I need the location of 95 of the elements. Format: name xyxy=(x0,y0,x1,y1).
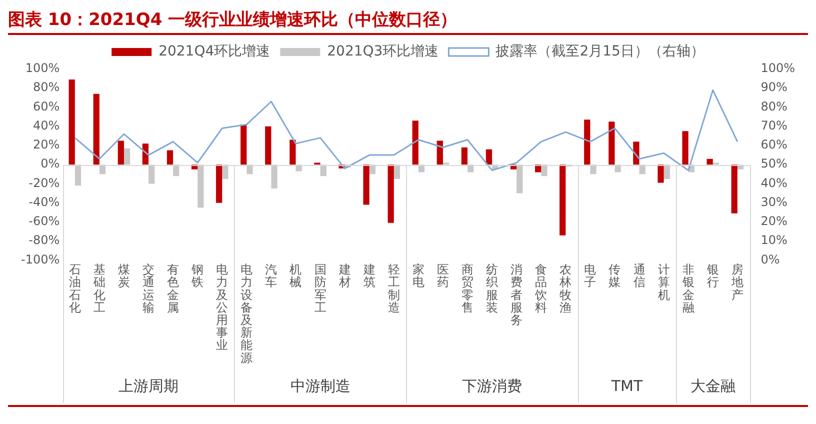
y-tick-label: -60% xyxy=(28,214,60,228)
x-tick-label: 机械 xyxy=(290,262,302,290)
y2-tick-label: 0% xyxy=(760,252,780,266)
bar xyxy=(320,164,326,176)
bar xyxy=(394,164,400,179)
x-tick-label: 交通运输 xyxy=(142,262,155,314)
y2-tick-label: 60% xyxy=(760,138,788,152)
x-tick-label: 建材 xyxy=(338,262,351,290)
bar xyxy=(93,94,100,165)
x-tick-label: 建筑 xyxy=(362,262,376,290)
x-tick-label: 汽车 xyxy=(265,262,278,290)
y2-tick-label: 100% xyxy=(760,61,796,76)
bar xyxy=(68,80,75,165)
x-tick-label: 钢铁 xyxy=(190,262,204,290)
y-tick-label: -80% xyxy=(28,233,60,248)
bar xyxy=(436,140,443,165)
y-tick-label: 100% xyxy=(25,61,60,76)
legend-label: 2021Q3环比增速 xyxy=(327,44,439,60)
bar xyxy=(541,164,548,176)
x-tick-label: 家电 xyxy=(412,262,424,290)
y-tick-label: 0% xyxy=(40,156,60,171)
bar xyxy=(608,122,615,165)
bar xyxy=(198,164,204,208)
bar xyxy=(246,164,253,174)
x-tick-label: 商贸零售 xyxy=(462,262,474,314)
x-tick-label: 纺织服装 xyxy=(486,262,498,314)
x-tick-label: 传媒 xyxy=(608,262,621,290)
bar xyxy=(271,164,278,188)
y-tick-label: -40% xyxy=(28,194,60,209)
y2-tick-label: 80% xyxy=(760,99,788,114)
x-tick-label: 基础化工 xyxy=(92,262,106,314)
bar xyxy=(658,164,664,183)
bar xyxy=(461,147,468,165)
y2-tick-label: 30% xyxy=(760,194,788,209)
bar xyxy=(265,126,272,165)
x-tick-label: 农林牧渔 xyxy=(558,262,572,314)
bar xyxy=(706,158,713,165)
bar xyxy=(290,140,296,165)
y2-tick-label: 50% xyxy=(760,156,788,171)
bar xyxy=(731,164,738,214)
y2-tick-label: 40% xyxy=(760,176,788,190)
x-tick-label: 非银金融 xyxy=(681,262,694,314)
bar xyxy=(222,164,228,179)
y-tick-label: 80% xyxy=(32,80,60,94)
x-tick-label: 轻工制造 xyxy=(388,262,400,314)
bar xyxy=(590,164,596,174)
x-tick-label: 电力设备及新能源 xyxy=(240,262,253,365)
x-tick-label: 电子 xyxy=(584,262,596,290)
bar xyxy=(412,120,418,165)
bar xyxy=(664,164,670,179)
x-tick-label: 电力及公用事业 xyxy=(216,262,228,352)
legend-label: 披露率（截至2月15日）（右轴） xyxy=(496,44,704,60)
y2-tick-label: 70% xyxy=(760,118,788,132)
bar xyxy=(216,164,222,203)
text: 上游周期 xyxy=(118,376,179,395)
y-tick-label: 20% xyxy=(32,138,60,152)
bar xyxy=(363,164,370,205)
bar xyxy=(166,150,174,165)
bar xyxy=(124,148,130,165)
text: 中游制造 xyxy=(290,376,350,395)
chart-title: 图表 10：2021Q4 一级行业业绩增速环比（中位数口径） xyxy=(8,8,808,35)
y2-tick-label: 10% xyxy=(760,233,788,248)
y2-tick-label: 20% xyxy=(760,214,788,228)
x-tick-label: 石油石化 xyxy=(68,262,81,314)
bar xyxy=(173,164,180,176)
x-tick-label: 银行 xyxy=(706,262,719,290)
x-tick-label: 煤炭 xyxy=(118,262,130,290)
bar xyxy=(486,149,492,165)
bar xyxy=(118,140,124,165)
y-tick-label: -100% xyxy=(20,252,60,266)
bar xyxy=(516,164,523,194)
y-tick-label: -20% xyxy=(28,176,60,190)
y-tick-label: 40% xyxy=(32,118,60,132)
x-tick-label: 房地产 xyxy=(730,262,744,302)
bar xyxy=(74,164,82,186)
bar xyxy=(682,131,688,165)
legend-label: 2021Q4环比增速 xyxy=(158,44,270,60)
x-tick-label: 有色金属 xyxy=(167,262,180,314)
bar xyxy=(388,164,394,223)
bar xyxy=(560,164,566,236)
bar xyxy=(584,120,590,165)
y-tick-label: 60% xyxy=(32,99,60,114)
text: TMT xyxy=(610,376,644,395)
x-tick-label: 国防军工 xyxy=(314,262,326,314)
x-tick-label: 消费者服务 xyxy=(510,262,523,328)
x-tick-label: 食品饮料 xyxy=(534,262,548,314)
bar xyxy=(633,142,640,165)
x-tick-label: 医药 xyxy=(436,262,449,290)
x-tick-label: 计算机 xyxy=(658,262,670,302)
x-tick-label: 通信 xyxy=(633,262,646,290)
y2-tick-label: 90% xyxy=(760,80,788,94)
bar xyxy=(240,124,247,165)
text: 下游消费 xyxy=(462,376,522,395)
bar xyxy=(148,164,155,184)
text: 大金融 xyxy=(690,376,736,395)
